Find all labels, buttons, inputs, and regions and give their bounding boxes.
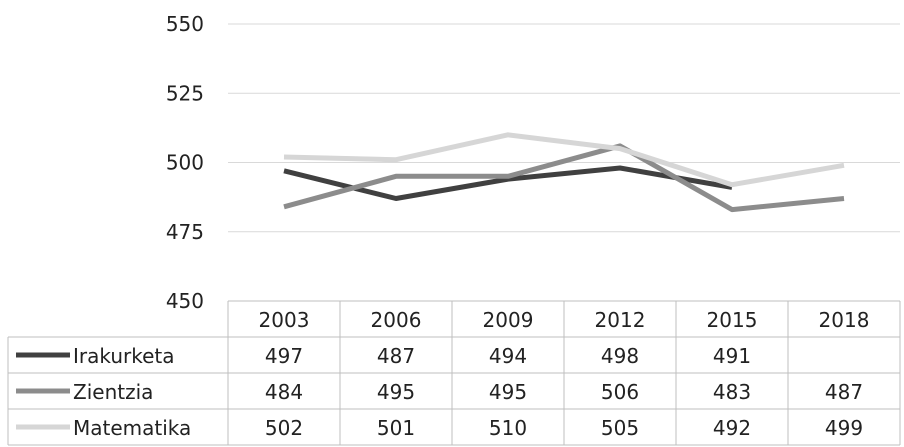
data-label: 497	[265, 344, 303, 368]
data-label: 505	[601, 416, 639, 440]
x-tick-label: 2012	[595, 308, 646, 332]
y-tick-label: 550	[166, 12, 204, 36]
data-label: 495	[377, 380, 415, 404]
data-label: 484	[265, 380, 303, 404]
gridlines	[228, 23, 900, 233]
data-table: 2003 2006 2009 2012 2015 2018 Irakurketa 497 487…	[7, 300, 901, 446]
series-line-irakurketa	[283, 165, 733, 201]
y-tick-label: 475	[166, 220, 204, 244]
data-label: 510	[489, 416, 527, 440]
data-label: 501	[377, 416, 415, 440]
x-tick-label: 2009	[483, 308, 534, 332]
data-label: 491	[713, 344, 751, 368]
series-line-matematika	[283, 132, 845, 188]
data-label: 483	[713, 380, 751, 404]
series-lines	[283, 132, 845, 213]
y-tick-label: 450	[166, 289, 204, 313]
x-tick-label: 2006	[371, 308, 422, 332]
legend-label: Matematika	[73, 416, 191, 440]
data-label: 502	[265, 416, 303, 440]
data-label: 487	[825, 380, 863, 404]
y-axis: 450 475 500 525 550	[166, 12, 204, 313]
data-label: 498	[601, 344, 639, 368]
series-line-zientzia	[283, 143, 845, 213]
y-tick-label: 500	[166, 151, 204, 175]
data-label: 492	[713, 416, 751, 440]
legend-label: Irakurketa	[73, 344, 175, 368]
x-tick-label: 2018	[819, 308, 870, 332]
data-label: 487	[377, 344, 415, 368]
y-tick-label: 525	[166, 81, 204, 105]
data-label: 506	[601, 380, 639, 404]
legend-label: Zientzia	[73, 380, 153, 404]
x-tick-label: 2015	[707, 308, 758, 332]
x-tick-label: 2003	[259, 308, 310, 332]
data-label: 499	[825, 416, 863, 440]
data-label: 494	[489, 344, 527, 368]
data-label: 495	[489, 380, 527, 404]
